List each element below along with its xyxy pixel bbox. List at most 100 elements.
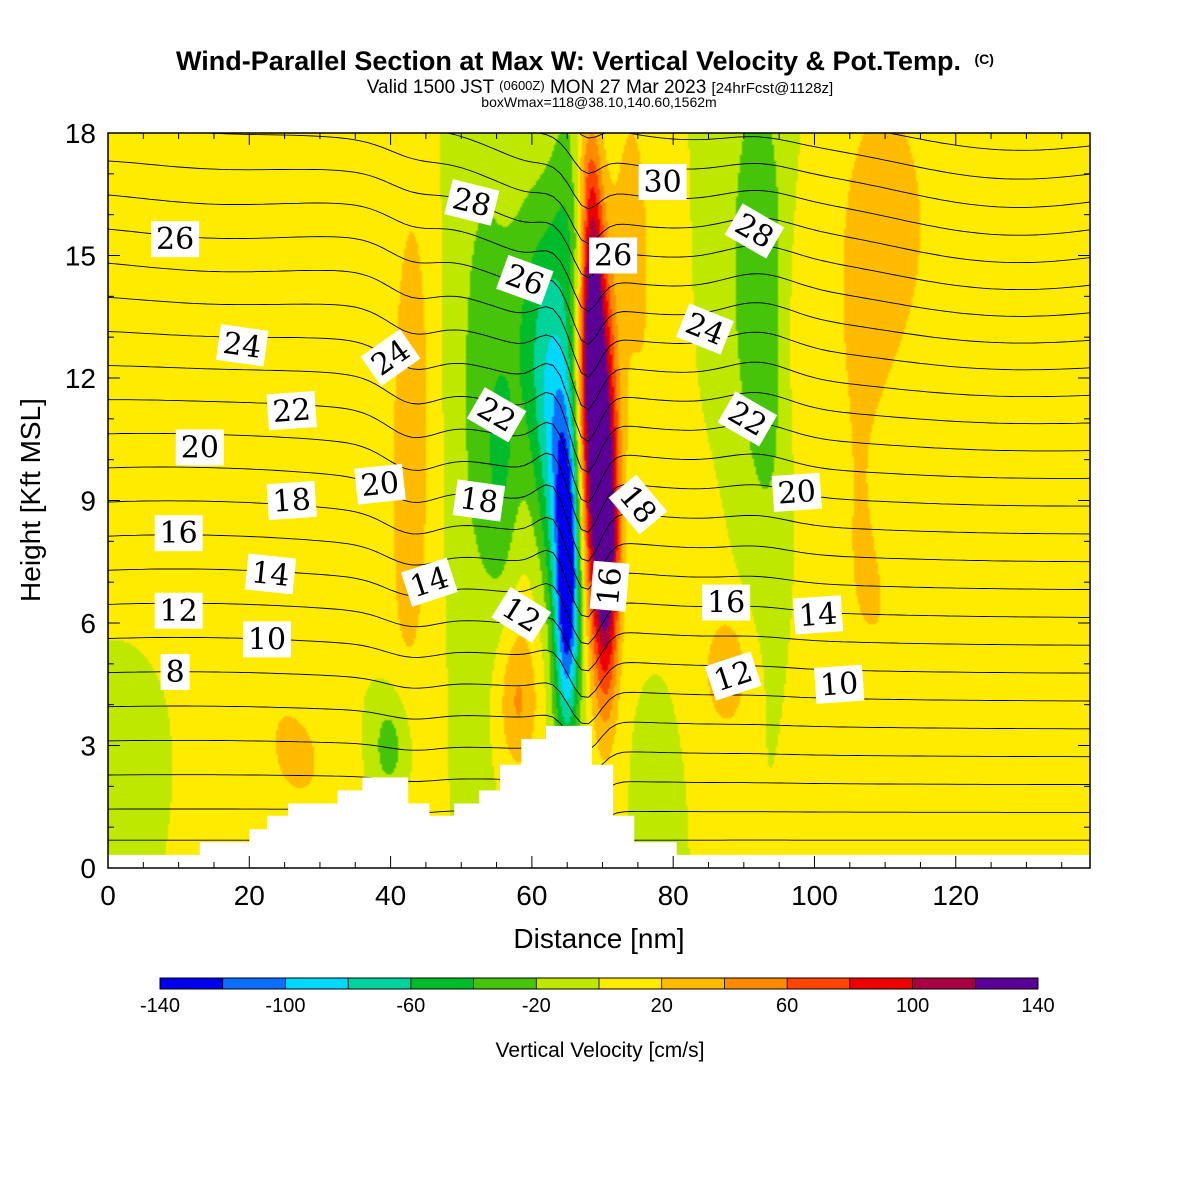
theta-contour-18: [108, 399, 1090, 504]
box-info: boxWmax=118@38.10,140.60,1562m: [481, 94, 716, 110]
contour-label-box: [589, 560, 630, 612]
contour-label-box: [704, 651, 762, 701]
y-tick-label: 3: [80, 731, 96, 762]
contour-label-text: 16: [591, 566, 629, 607]
y-tick-label: 15: [65, 241, 96, 272]
colorbar-swatch: [536, 978, 600, 989]
contour-label-box: [360, 329, 421, 387]
contour-label-box: [151, 221, 200, 258]
colorbar-swatch: [975, 978, 1039, 989]
contour-label-text: 10: [819, 666, 860, 704]
contour-label-box: [589, 237, 638, 274]
contour-label-text: 14: [250, 555, 292, 594]
contour-label-box: [466, 387, 527, 443]
contour-label-box: [266, 391, 317, 431]
contour-label: 26: [151, 221, 200, 258]
colorbar-tick-label: -140: [140, 995, 180, 1017]
theta-contour-10: [108, 671, 1090, 725]
x-tick-label: 0: [100, 880, 116, 911]
contour-label-text: 20: [181, 430, 219, 465]
contour-label-box: [154, 592, 203, 629]
contour-label-text: 18: [457, 481, 500, 521]
colorbar-title: Vertical Velocity [cm/s]: [496, 1039, 705, 1062]
contour-label: 22: [266, 391, 317, 431]
colorbar-swatch: [410, 978, 475, 989]
colorbar: -140 -100 -60 -20 20 60 100 140: [140, 977, 1055, 1017]
contour-label: 14: [792, 595, 844, 635]
valid-prefix: Valid 1500 JST: [367, 77, 495, 98]
colorbar-swatch: [599, 978, 663, 989]
colorbar-swatch: [222, 978, 286, 989]
contour-label-box: [242, 621, 291, 658]
chart-title: Wind-Parallel Section at Max W: Vertical…: [176, 46, 994, 76]
valid-utc: (0600Z): [499, 78, 545, 93]
contour-label-box: [638, 164, 687, 200]
contour-label-text: 26: [594, 239, 632, 274]
y-tick-label: 18: [65, 118, 96, 149]
colorbar-tick-label: -60: [396, 995, 425, 1017]
contour-label-box: [444, 179, 500, 226]
contour-label-box: [724, 203, 785, 259]
contour-label: 16: [589, 560, 630, 612]
theta-contour-19: [108, 365, 1090, 473]
valid-date: MON 27 Mar 2023: [550, 77, 706, 98]
theta-contour-29: [579, 133, 1090, 180]
colorbar-tick-label: 100: [896, 995, 929, 1017]
contour-label: 16: [154, 515, 203, 552]
contour-label-box: [491, 586, 552, 643]
contour-label: 8: [160, 654, 190, 690]
colorbar-tick-label: 140: [1021, 995, 1054, 1017]
x-tick-label: 80: [658, 880, 689, 911]
y-axis-label: Height [Kft MSL]: [15, 398, 46, 602]
chart-subtitle: Valid 1500 JST (0600Z) MON 27 Mar 2023 […: [367, 74, 833, 98]
theta-contour-30: [888, 133, 1090, 151]
contour-label-text: 16: [160, 516, 198, 551]
contour-label: 18: [266, 480, 317, 521]
contour-label-box: [354, 463, 406, 505]
contour-label-box: [175, 429, 224, 466]
colorbar-swatch: [787, 978, 851, 989]
contour-label-text: 10: [248, 622, 286, 657]
contour-label: 10: [242, 621, 291, 658]
colorbar-swatch: [661, 978, 725, 989]
contour-label: 16: [702, 584, 751, 621]
colorbar-tick-label: -20: [522, 995, 551, 1017]
contour-label: 20: [771, 472, 823, 512]
contour-label-text: 12: [160, 594, 198, 629]
contour-label: 26: [589, 237, 638, 274]
colorbar-tick-label: -100: [265, 995, 305, 1017]
terrain: [108, 725, 1090, 868]
contour-label-box: [608, 474, 668, 535]
contour-label-box: [452, 479, 506, 522]
contour-label-box: [266, 480, 317, 521]
contour-label-text: 26: [156, 222, 194, 257]
colorbar-swatch: [160, 978, 224, 989]
x-tick-label: 60: [516, 880, 547, 911]
contour-label-box: [702, 584, 751, 621]
contour-label: 18: [452, 479, 506, 522]
y-tick-label: 12: [65, 363, 96, 394]
contour-label: 20: [354, 463, 406, 505]
contour-label-box: [244, 553, 297, 595]
contour-label-text: 8: [166, 655, 185, 690]
contour-label: 22: [466, 387, 527, 443]
chart-title-unit: (C): [975, 51, 994, 67]
y-tick-label: 0: [80, 853, 96, 884]
contour-label-text: 16: [707, 586, 745, 621]
contour-label: 20: [175, 429, 224, 466]
x-tick-label: 20: [234, 880, 265, 911]
colorbar-tick-label: 60: [776, 995, 798, 1017]
theta-contour-14: [108, 534, 1090, 618]
contour-label-text: 18: [271, 482, 312, 520]
x-tick-label: 120: [932, 880, 979, 911]
contour-label-box: [717, 391, 778, 447]
contour-label: 14: [244, 553, 297, 595]
theta-contour-24: [108, 194, 1090, 317]
theta-contour-21: [108, 296, 1090, 410]
contour-label: 30: [638, 164, 687, 200]
contour-label: 24: [215, 324, 269, 367]
x-axis-label: Distance [nm]: [513, 923, 684, 954]
contour-label-box: [792, 595, 844, 635]
